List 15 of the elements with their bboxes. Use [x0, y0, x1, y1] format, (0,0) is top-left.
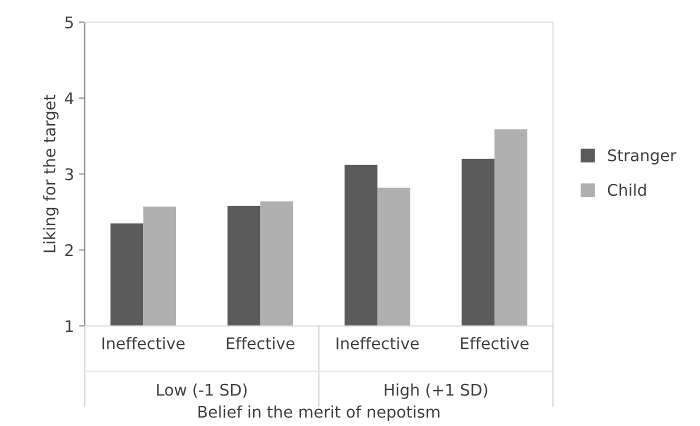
x-tick-label: Effective: [226, 337, 294, 350]
legend-label: Child: [608, 184, 646, 196]
x-tick-label: Effective: [461, 337, 529, 350]
text: High (+1 SD): [384, 383, 488, 399]
y-tick-label: 2: [65, 244, 73, 256]
y-tick-label: 1: [66, 320, 73, 332]
x-axis-title: Belief in the merit of nepotism: [198, 405, 440, 421]
x-tick-label: Ineffective: [102, 337, 185, 350]
y-tick-label: 3: [65, 168, 74, 180]
y-axis-title: Liking for the target: [43, 94, 59, 252]
x-tick-label: Ineffective: [336, 337, 419, 350]
legend-label: Stranger: [608, 149, 676, 164]
text: Low (-1 SD): [157, 383, 247, 398]
y-tick-label: 4: [64, 92, 74, 104]
y-tick-label: 5: [65, 16, 73, 28]
